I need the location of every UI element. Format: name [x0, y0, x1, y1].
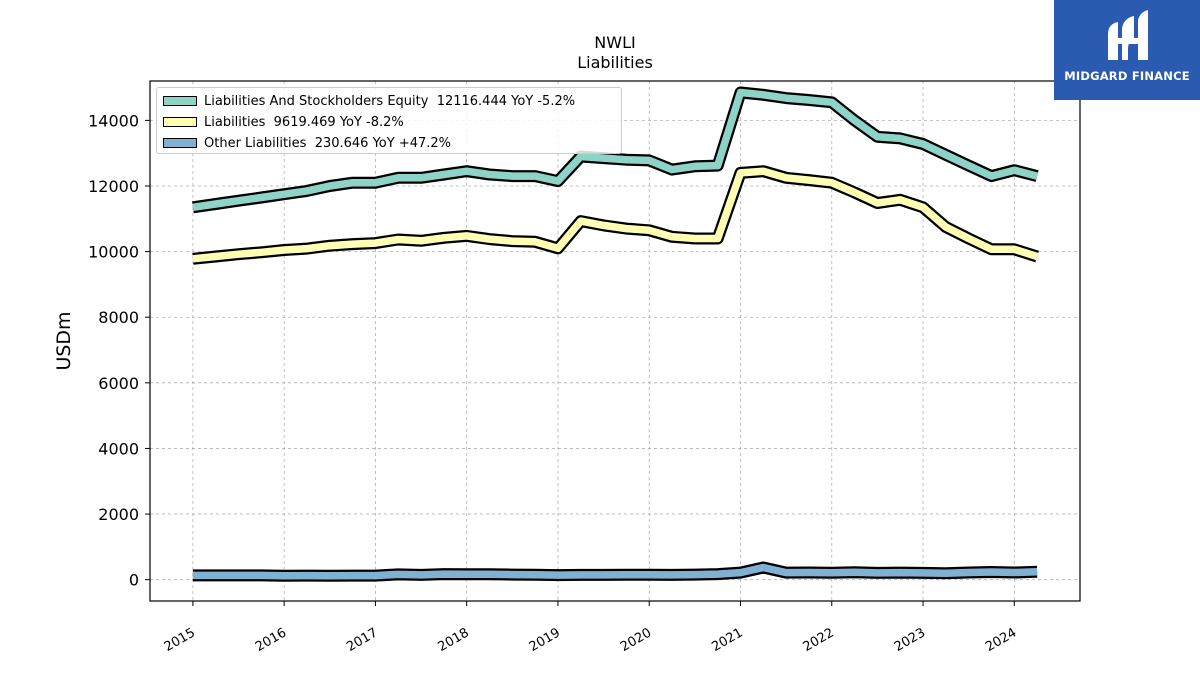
- x-axis: 2015 2016 2017 2018 2019 2020 2021 2022 2023 2024: [162, 601, 1019, 655]
- x-tick-label: 2019: [527, 625, 563, 655]
- series-line-other: [192, 563, 1038, 580]
- y-axis-label: USDm: [53, 311, 75, 370]
- x-tick-label: 2021: [709, 625, 745, 655]
- y-tick-label: 8000: [98, 308, 139, 327]
- legend-label-other: Other Liabilities 230.646 YoY +47.2%: [204, 135, 452, 151]
- legend-item-liabilities: Liabilities 9619.469 YoY -8.2%: [163, 114, 404, 130]
- y-tick-label: 0: [129, 571, 139, 590]
- y-tick-label: 12000: [88, 177, 139, 196]
- logo-text: MIDGARD FINANCE: [1064, 69, 1190, 83]
- y-axis: 0 2000 4000 6000 8000 10000 12000 14000: [88, 111, 150, 590]
- grid: [150, 81, 1080, 601]
- legend-item-other: Other Liabilities 230.646 YoY +47.2%: [163, 135, 451, 151]
- legend-label-liabilities: Liabilities 9619.469 YoY -8.2%: [204, 114, 404, 130]
- x-tick-label: 2020: [618, 625, 654, 655]
- x-tick-label: 2016: [253, 625, 289, 655]
- chart-subtitle: Liabilities: [577, 53, 653, 72]
- y-tick-label: 4000: [98, 439, 139, 458]
- series-line-liabilities: [192, 167, 1039, 263]
- series-line-equity: [192, 88, 1039, 212]
- chart-title: NWLI: [594, 33, 636, 52]
- x-tick-label: 2018: [436, 625, 472, 655]
- series-layer: [192, 86, 1039, 582]
- y-tick-label: 10000: [88, 243, 139, 262]
- legend: Liabilities And Stockholders Equity 1211…: [156, 87, 622, 154]
- y-tick-label: 2000: [98, 505, 139, 524]
- x-tick-label: 2017: [344, 625, 380, 655]
- legend-swatch-equity: [163, 96, 197, 106]
- legend-swatch-other: [163, 138, 197, 148]
- legend-swatch-liabilities: [163, 117, 197, 127]
- x-tick-label: 2022: [801, 625, 837, 655]
- legend-label-equity: Liabilities And Stockholders Equity 1211…: [204, 93, 576, 109]
- y-tick-label: 6000: [98, 374, 139, 393]
- midgard-logo-icon: [1108, 10, 1148, 60]
- logo: MIDGARD FINANCE: [1054, 0, 1200, 100]
- legend-item-equity: Liabilities And Stockholders Equity 1211…: [163, 93, 575, 109]
- x-tick-label: 2023: [892, 625, 928, 655]
- y-tick-label: 14000: [88, 111, 139, 130]
- x-tick-label: 2024: [983, 625, 1019, 655]
- plot-frame: [149, 80, 1081, 602]
- x-tick-label: 2015: [162, 625, 198, 655]
